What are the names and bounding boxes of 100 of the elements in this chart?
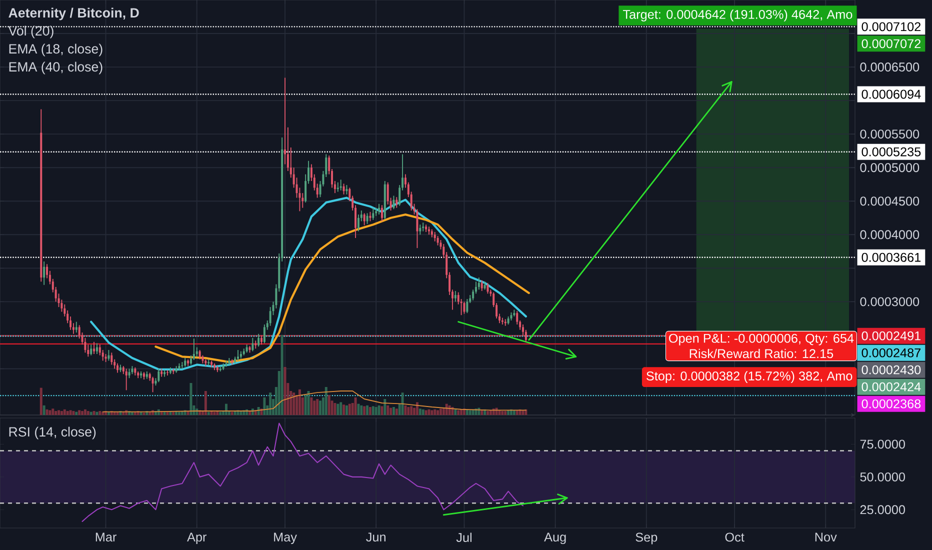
candlestick [380, 204, 383, 222]
bar [401, 392, 404, 415]
candlestick [43, 261, 46, 286]
bar [457, 410, 460, 415]
ref-line-label: 0.0002487 [862, 348, 921, 358]
candlestick [478, 277, 480, 290]
candlestick [366, 212, 368, 224]
x-tick-label: Sep [636, 532, 658, 544]
bar [430, 410, 434, 415]
y-tick-label: 0.0005000 [860, 163, 920, 172]
candlestick [125, 368, 128, 391]
y-tick-label: 0.0003000 [860, 297, 920, 306]
bar [96, 412, 98, 415]
bar [84, 409, 86, 415]
bar [422, 409, 424, 415]
bar [416, 402, 418, 415]
bar [324, 386, 328, 415]
bar [81, 411, 84, 415]
bar [336, 404, 340, 415]
candlestick [260, 334, 262, 346]
line-series [154, 213, 530, 364]
x-tick-label: May [274, 532, 297, 544]
bar [269, 392, 272, 415]
candlestick [436, 236, 439, 246]
ref-line-label: 0.0007102 [862, 22, 921, 32]
bar [472, 409, 474, 415]
text: 0.0007072 [862, 39, 921, 48]
bar [380, 406, 384, 415]
bar [298, 389, 301, 415]
candlestick [75, 321, 78, 334]
candlestick [396, 196, 398, 208]
bar [390, 408, 392, 415]
candlestick [454, 290, 456, 302]
bar [374, 407, 378, 415]
bar [366, 405, 369, 415]
candlestick [110, 352, 113, 366]
text: Aeternity / Bitcoin, D [8, 8, 139, 20]
bar [316, 399, 319, 415]
bar [90, 412, 92, 415]
bar [436, 410, 440, 415]
bar [148, 412, 152, 415]
bar [368, 407, 372, 415]
bar [63, 409, 66, 415]
bar [310, 397, 313, 415]
candlestick [116, 362, 119, 374]
annotation: EMA (40, close) [9, 62, 102, 74]
bar [163, 412, 166, 415]
bar [263, 397, 266, 415]
bar [340, 402, 342, 415]
bar [292, 392, 296, 415]
candlestick [434, 232, 436, 242]
bar [354, 397, 357, 415]
candlestick [480, 280, 483, 292]
y-tick-label: 75.0000 [860, 440, 905, 449]
candlestick [198, 350, 201, 360]
bar [342, 404, 345, 415]
bar [304, 394, 307, 415]
bar [280, 334, 284, 415]
bar [466, 409, 468, 415]
candlestick [158, 368, 160, 383]
chart-title: Vol (20) [8, 26, 54, 38]
text: 0.0002424 [862, 382, 921, 392]
candlestick [166, 370, 168, 376]
y-tick-label: 0.0006500 [860, 62, 920, 72]
x-tick-label: Apr [187, 532, 207, 544]
bar [52, 408, 54, 415]
bar [313, 400, 316, 415]
bar [207, 412, 210, 415]
text: 0.0002368 [862, 399, 921, 408]
y-tick-label: 25.0000 [860, 505, 905, 514]
bar [442, 408, 445, 415]
bar [489, 410, 492, 415]
bar [504, 411, 507, 415]
annotation: Risk/Reward Ratio: 12.15 [690, 348, 834, 358]
bar [72, 411, 75, 415]
annotation: Open P&L: -0.0000006, Qty: 654 [669, 334, 854, 346]
bar [418, 408, 422, 415]
x-tick-label: Jun [366, 532, 386, 542]
y-tick-label: 0.0004500 [860, 196, 920, 206]
bar [386, 405, 390, 415]
bar [86, 411, 90, 415]
candlestick [342, 183, 345, 195]
bar [357, 404, 360, 415]
bar [204, 390, 207, 415]
bar [407, 407, 410, 415]
candlestick [93, 341, 96, 354]
candlestick [96, 342, 98, 354]
y-tick-label: 50.0000 [860, 472, 905, 482]
x-tick-label: Aug [544, 532, 566, 544]
y-tick-label: 0.0004000 [860, 230, 920, 240]
bar [319, 400, 322, 415]
bar [434, 409, 436, 415]
bar [378, 405, 380, 415]
candlestick [392, 195, 395, 210]
candlestick [263, 324, 266, 344]
ref-line-label: 0.0002491 [862, 331, 921, 340]
candlestick [236, 350, 239, 362]
x-tick-label: Nov [815, 532, 837, 542]
candlestick [369, 211, 372, 222]
bar [92, 411, 96, 415]
